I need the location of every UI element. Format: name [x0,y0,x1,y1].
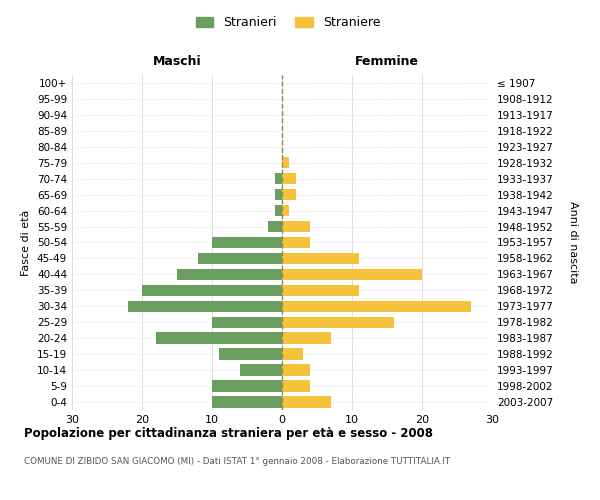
Bar [212,380,282,392]
Text: Femmine: Femmine [355,56,419,68]
Bar [282,348,303,360]
Bar [282,189,296,200]
Bar [282,268,422,280]
Bar [282,221,310,232]
Bar [282,316,394,328]
Bar [156,332,282,344]
Bar [282,332,331,344]
Bar [275,205,282,216]
Y-axis label: Fasce di età: Fasce di età [22,210,31,276]
Bar [212,396,282,408]
Bar [282,205,289,216]
Bar [198,252,282,264]
Bar [275,189,282,200]
Bar [212,316,282,328]
Bar [282,364,310,376]
Y-axis label: Anni di nascita: Anni di nascita [568,201,577,284]
Bar [219,348,282,360]
Bar [240,364,282,376]
Text: Popolazione per cittadinanza straniera per età e sesso - 2008: Popolazione per cittadinanza straniera p… [24,428,433,440]
Bar [282,237,310,248]
Text: Maschi: Maschi [152,56,202,68]
Bar [282,284,359,296]
Text: COMUNE DI ZIBIDO SAN GIACOMO (MI) - Dati ISTAT 1° gennaio 2008 - Elaborazione TU: COMUNE DI ZIBIDO SAN GIACOMO (MI) - Dati… [24,458,450,466]
Bar [142,284,282,296]
Bar [282,173,296,184]
Bar [212,237,282,248]
Bar [282,396,331,408]
Bar [282,380,310,392]
Bar [282,300,471,312]
Bar [268,221,282,232]
Bar [282,252,359,264]
Bar [177,268,282,280]
Legend: Stranieri, Straniere: Stranieri, Straniere [191,11,385,34]
Bar [275,173,282,184]
Bar [128,300,282,312]
Bar [282,157,289,168]
